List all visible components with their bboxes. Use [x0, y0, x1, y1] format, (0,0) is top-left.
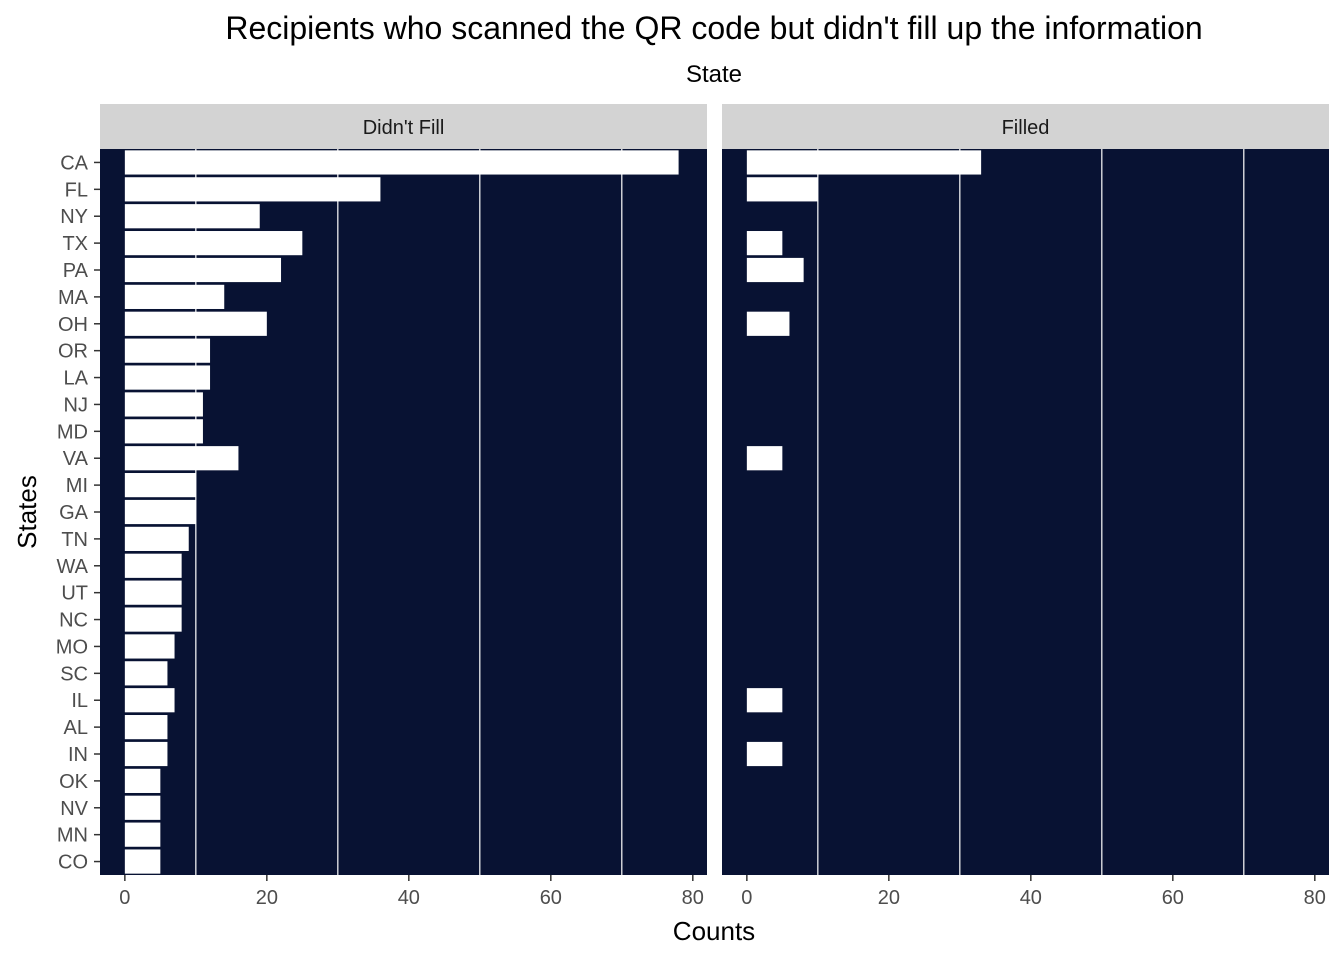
y-tick-label: GA [59, 502, 89, 524]
bar-VA [124, 446, 239, 471]
bar-OR [124, 338, 211, 363]
panel-background [722, 149, 1329, 875]
y-tick-label: UT [61, 583, 88, 605]
x-tick-label: 80 [682, 887, 704, 909]
y-tick-label: TX [62, 233, 88, 255]
y-tick-label: MI [66, 475, 88, 497]
bar-CO [124, 849, 161, 874]
y-tick-label: OK [59, 771, 89, 793]
x-tick-label: 40 [398, 887, 420, 909]
y-tick-label: MO [56, 636, 88, 658]
panels: Didn't Fill 0 20 40 60 80 Filled 0 20 40 60 80 [100, 104, 1329, 909]
facet-strip [722, 104, 1329, 149]
bar-MO [124, 634, 175, 659]
bar-OH [746, 311, 790, 336]
y-tick-label: FL [65, 179, 88, 201]
y-tick-label: VA [63, 448, 89, 470]
y-tick-label: CA [60, 152, 88, 174]
x-tick-label: 60 [1162, 887, 1184, 909]
bar-PA [124, 257, 282, 283]
bar-LA [124, 365, 211, 390]
chart-title: Recipients who scanned the QR code but d… [225, 10, 1202, 46]
x-tick-label: 80 [1304, 887, 1326, 909]
y-axis-title: States [12, 475, 42, 549]
y-tick-label: NY [60, 206, 88, 228]
bar-NJ [124, 392, 203, 417]
x-axis-title: Counts [673, 916, 755, 946]
y-tick-label: IN [68, 744, 88, 766]
bar-SC [124, 661, 168, 686]
bar-IN [124, 741, 168, 767]
bar-UT [124, 580, 182, 605]
bar-TX [746, 231, 783, 256]
y-tick-label: NV [60, 798, 88, 820]
y-tick-label: OR [58, 341, 88, 363]
x-tick-label: 20 [256, 887, 278, 909]
y-tick-label: CO [58, 852, 88, 874]
bar-MA [124, 284, 225, 309]
x-tick-label: 60 [540, 887, 562, 909]
x-tick-label: 40 [1020, 887, 1042, 909]
bar-FL [124, 177, 381, 202]
y-tick-label: MD [57, 421, 88, 443]
y-tick-label: NJ [64, 394, 88, 416]
y-tick-label: WA [57, 556, 89, 578]
bar-MI [124, 473, 196, 498]
bar-AL [124, 715, 168, 740]
y-tick-label: TN [61, 529, 88, 551]
bar-NV [124, 795, 161, 820]
bar-IN [746, 741, 783, 767]
facet-strip-label: Filled [1002, 117, 1050, 139]
bar-TN [124, 526, 189, 551]
y-tick-label: MN [57, 825, 88, 847]
bar-MN [124, 822, 161, 847]
bar-OK [124, 768, 161, 793]
y-tick-label: OH [58, 314, 88, 336]
bar-OH [124, 311, 267, 336]
bar-IL [124, 688, 175, 713]
x-tick-label: 20 [878, 887, 900, 909]
x-tick-label: 0 [119, 887, 130, 909]
bar-NY [124, 204, 260, 229]
y-tick-label: SC [60, 663, 88, 685]
chart-subtitle: State [686, 61, 742, 88]
bar-PA [746, 257, 804, 283]
y-axis: CA FL NY TX PA MA OH OR LA NJ MD VA MI GA TN WA UT NC MO SC… [56, 152, 100, 874]
bar-FL [746, 177, 818, 202]
y-tick-label: IL [71, 690, 88, 712]
x-tick-label: 0 [741, 887, 752, 909]
y-tick-label: NC [59, 610, 88, 632]
facet-strip-label: Didn't Fill [363, 117, 445, 139]
bar-VA [746, 446, 783, 471]
y-tick-label: MA [58, 287, 89, 309]
y-tick-label: PA [63, 260, 89, 282]
bar-MD [124, 419, 203, 444]
y-tick-label: LA [64, 368, 89, 390]
bar-TX [124, 231, 303, 256]
y-tick-label: AL [64, 717, 88, 739]
bar-NC [124, 607, 182, 632]
panel-1: Filled 0 20 40 60 80 [722, 104, 1329, 909]
bar-GA [124, 499, 196, 525]
bar-CA [746, 150, 982, 175]
facet-strip [100, 104, 707, 149]
panel-0: Didn't Fill 0 20 40 60 80 [100, 104, 707, 909]
bar-WA [124, 553, 182, 578]
bar-CA [124, 150, 679, 175]
bar-IL [746, 688, 783, 713]
